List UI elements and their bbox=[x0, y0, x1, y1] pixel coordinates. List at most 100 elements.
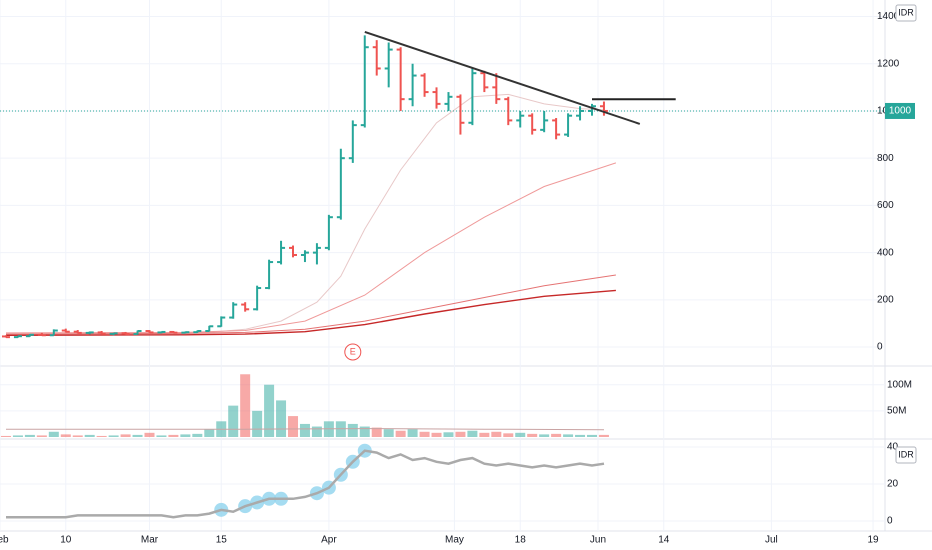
x-tick-label: Feb bbox=[0, 535, 9, 546]
ohlc-bar bbox=[73, 330, 82, 334]
x-tick-label: Apr bbox=[321, 535, 337, 546]
volume-bar bbox=[515, 432, 526, 437]
volume-bar bbox=[383, 429, 394, 437]
indicator-tick-label: 0 bbox=[887, 516, 893, 527]
volume-bar bbox=[431, 432, 442, 437]
volume-bar bbox=[168, 434, 179, 437]
ohlc-bar bbox=[289, 245, 298, 258]
ohlc-bar bbox=[528, 113, 537, 135]
ohlc-bar bbox=[277, 240, 286, 265]
volume-bar bbox=[586, 434, 597, 437]
volume-bar bbox=[503, 433, 514, 437]
indicator-tick-label: 20 bbox=[887, 479, 899, 490]
ohlc-bar bbox=[1, 335, 10, 339]
volume-bar bbox=[491, 431, 502, 437]
volume-tick-label: 50M bbox=[887, 406, 906, 417]
volume-bar bbox=[120, 434, 131, 437]
ohlc-bar bbox=[336, 148, 345, 220]
ohlc-bar bbox=[432, 87, 441, 109]
ohlc-bar bbox=[169, 330, 178, 334]
volume-bar bbox=[72, 435, 83, 437]
currency-badge bbox=[895, 446, 917, 464]
volume-bar bbox=[539, 434, 550, 437]
volume-bar bbox=[299, 423, 310, 437]
ohlc-bar bbox=[61, 328, 70, 333]
last-price-badge bbox=[885, 102, 915, 119]
ohlc-bar bbox=[13, 335, 22, 339]
volume-bar bbox=[240, 374, 251, 437]
ohlc-bar bbox=[540, 110, 549, 133]
volume-bar bbox=[395, 430, 406, 437]
volume-bar bbox=[156, 435, 167, 437]
ohlc-bar bbox=[205, 325, 214, 333]
volume-bar bbox=[60, 434, 71, 437]
volume-average bbox=[6, 428, 605, 431]
volume-bar bbox=[598, 434, 609, 437]
ohlc-bar bbox=[360, 35, 369, 128]
volume-bar bbox=[288, 416, 299, 437]
ohlc-bar bbox=[37, 332, 46, 337]
ohlc-bar bbox=[49, 329, 58, 337]
volume-bar bbox=[24, 434, 35, 437]
ohlc-bar bbox=[372, 40, 381, 76]
earnings-marker bbox=[344, 343, 362, 361]
volume-bar bbox=[575, 434, 586, 437]
ohlc-bar bbox=[265, 259, 274, 290]
ohlc-bar bbox=[587, 103, 596, 116]
currency-badge bbox=[895, 4, 917, 22]
y-tick-label: 200 bbox=[877, 294, 894, 305]
moving-average bbox=[5, 274, 616, 335]
currency-label: IDR bbox=[898, 449, 914, 459]
volume-bar bbox=[527, 433, 538, 437]
ohlc-bar bbox=[492, 73, 501, 104]
volume-bar bbox=[455, 431, 466, 437]
volume-bar bbox=[0, 435, 11, 437]
ohlc-bar bbox=[408, 63, 417, 107]
volume-bar bbox=[36, 435, 47, 437]
volume-bar bbox=[276, 400, 287, 437]
ohlc-bar bbox=[456, 94, 465, 135]
ohlc-bar bbox=[348, 120, 357, 163]
y-tick-label: 1400 bbox=[877, 11, 900, 22]
ohlc-bar bbox=[193, 330, 202, 334]
y-tick-label: 600 bbox=[877, 200, 894, 211]
volume-bar bbox=[407, 429, 418, 437]
x-tick-label: 15 bbox=[216, 535, 228, 546]
volume-bar bbox=[108, 435, 119, 437]
indicator-line bbox=[6, 449, 605, 519]
ohlc-bar bbox=[576, 106, 585, 121]
ohlc-bar bbox=[480, 70, 489, 93]
ohlc-bar bbox=[552, 118, 561, 140]
ohlc-bar bbox=[145, 330, 154, 334]
ohlc-bar bbox=[133, 330, 142, 336]
volume-bar bbox=[132, 434, 143, 437]
y-tick-label: 0 bbox=[877, 342, 883, 353]
x-tick-label: Mar bbox=[141, 535, 159, 546]
y-tick-label: 800 bbox=[877, 153, 894, 164]
ohlc-bar bbox=[157, 330, 166, 334]
indicator-tick-label: 40 bbox=[887, 442, 899, 453]
volume-bar bbox=[347, 423, 358, 437]
y-tick-label: 400 bbox=[877, 247, 894, 258]
last-price-label: 1000 bbox=[889, 106, 912, 117]
x-tick-label: 19 bbox=[867, 535, 879, 546]
ohlc-bar bbox=[181, 331, 190, 334]
ohlc-bar bbox=[241, 302, 250, 312]
x-tick-label: Jun bbox=[590, 535, 606, 546]
earnings-label: E bbox=[350, 346, 356, 356]
volume-bar bbox=[359, 426, 370, 437]
ohlc-bar bbox=[504, 96, 513, 126]
volume-bar bbox=[467, 430, 478, 437]
currency-label: IDR bbox=[898, 7, 914, 17]
volume-bar bbox=[180, 434, 191, 437]
volume-bar bbox=[443, 432, 454, 437]
ohlc-bar bbox=[25, 333, 34, 338]
volume-bar bbox=[192, 433, 203, 437]
ohlc-bar bbox=[468, 68, 477, 126]
x-tick-label: 14 bbox=[658, 535, 670, 546]
volume-bar bbox=[96, 435, 107, 437]
volume-bar bbox=[371, 427, 382, 437]
volume-bar bbox=[48, 431, 59, 437]
